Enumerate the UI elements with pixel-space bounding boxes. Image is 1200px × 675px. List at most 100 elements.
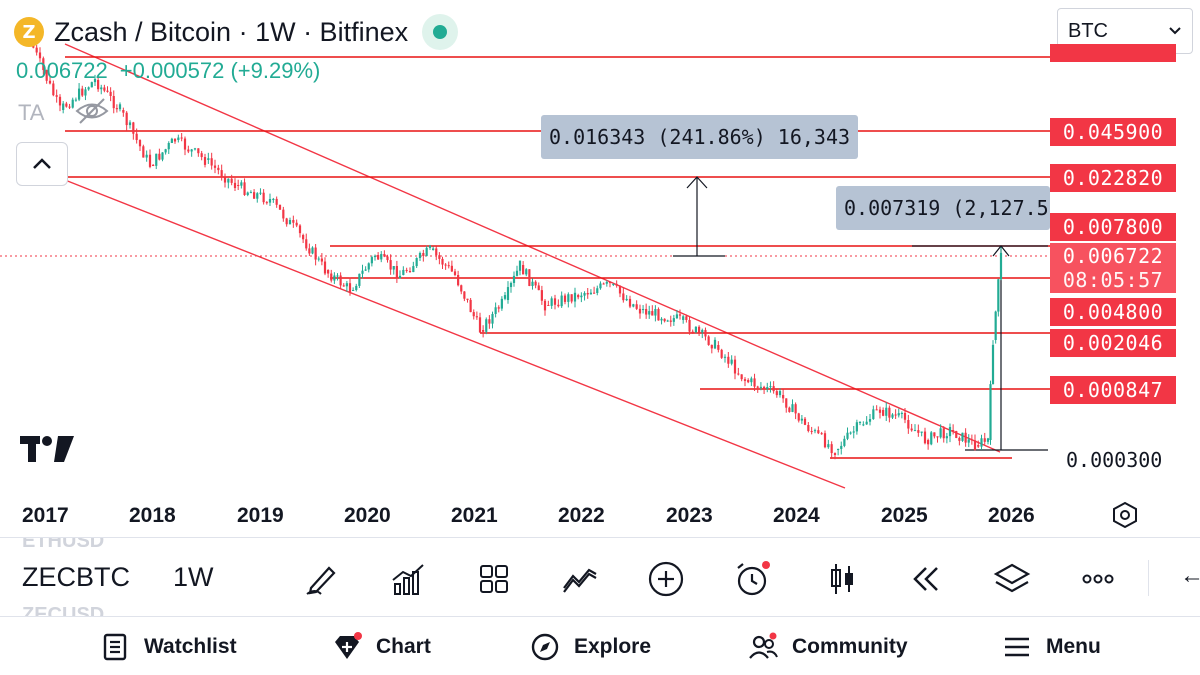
- candle-body: [506, 287, 510, 300]
- chart-type-button[interactable]: [822, 560, 862, 598]
- chart-title[interactable]: Zcash / Bitcoin · 1W · Bitfinex: [54, 16, 409, 47]
- candle-body: [265, 202, 268, 204]
- add-button[interactable]: [646, 560, 686, 598]
- nav-menu[interactable]: Menu: [1002, 630, 1101, 664]
- symbol-toolbar: ETHUSD ZECUSD ZECBTC 1W: [0, 537, 1200, 617]
- candle-body: [872, 409, 875, 420]
- candle-body: [907, 420, 910, 429]
- nav-menu-label: Menu: [1046, 635, 1101, 658]
- candle-body: [515, 270, 519, 276]
- candle-body: [917, 430, 920, 433]
- candle-body: [389, 260, 392, 270]
- chevron-down-icon: [1169, 27, 1181, 35]
- drawing-pen-button[interactable]: [302, 560, 342, 598]
- candle-body: [688, 319, 691, 332]
- add-icon: [648, 561, 684, 597]
- candle-body: [983, 438, 986, 442]
- candle-body: [602, 283, 605, 285]
- year-label: 2023: [666, 504, 713, 527]
- symbol-picker[interactable]: ZECBTC: [22, 562, 130, 592]
- candle-body: [740, 374, 743, 380]
- candle-body: [392, 266, 395, 270]
- candle-body: [843, 438, 846, 446]
- chart-settings-icon[interactable]: [1110, 500, 1140, 530]
- scroll-ghost-symbol-below: ZECUSD: [22, 604, 105, 617]
- candle-body: [405, 269, 408, 272]
- candle-body: [398, 275, 402, 279]
- interval-picker[interactable]: 1W: [173, 562, 214, 592]
- candle-body: [93, 78, 97, 83]
- candle-body: [152, 165, 155, 166]
- candle-body: [888, 407, 891, 418]
- candle-body: [193, 148, 197, 150]
- candle-body: [862, 424, 865, 426]
- patterns-button[interactable]: [560, 560, 600, 598]
- candle-body: [772, 386, 775, 392]
- price-tag-0048: 0.004800: [1050, 298, 1176, 326]
- candle-body: [370, 257, 373, 264]
- technical-analysis-label[interactable]: TA: [18, 100, 45, 125]
- market-status-icon[interactable]: [422, 14, 459, 50]
- candle-body: [145, 154, 148, 158]
- candle-body: [641, 309, 645, 311]
- candle-body: [615, 283, 618, 286]
- nav-community[interactable]: Community: [748, 630, 908, 664]
- candle-body: [223, 177, 227, 183]
- candle-body: [87, 87, 90, 90]
- candle-body: [292, 220, 295, 223]
- candle-body: [311, 247, 314, 254]
- nav-chart[interactable]: Chart: [332, 630, 431, 664]
- candle-body: [65, 103, 68, 107]
- measure-label-1[interactable]: 0.016343 (241.86%) 16,343: [541, 115, 858, 159]
- nav-explore[interactable]: Explore: [530, 630, 651, 664]
- candle-body: [200, 153, 203, 158]
- candle-body: [612, 283, 615, 285]
- candle-body: [675, 314, 679, 319]
- candle-body: [923, 431, 927, 444]
- candle-body: [438, 255, 441, 259]
- candle-body: [573, 292, 577, 302]
- candle-body: [697, 326, 701, 333]
- candle-body: [782, 395, 785, 399]
- candle-body: [503, 295, 507, 299]
- candle-body: [547, 305, 550, 306]
- indicators-button[interactable]: [388, 560, 428, 598]
- hide-eye-icon[interactable]: [74, 96, 110, 126]
- candle-body: [933, 432, 936, 437]
- candle-body: [109, 91, 112, 96]
- candle-body: [115, 108, 118, 110]
- measure-label-2[interactable]: 0.007319 (2,127.59: [836, 186, 1050, 230]
- replay-icon: [913, 567, 938, 591]
- candle-body: [164, 149, 167, 153]
- candle-body: [769, 386, 772, 388]
- candle-body: [580, 295, 583, 298]
- candle-body: [132, 122, 135, 134]
- candle-body: [155, 153, 158, 166]
- tradingview-logo[interactable]: [20, 434, 76, 464]
- candle-body: [852, 431, 855, 433]
- candle-body: [645, 309, 648, 315]
- alert-button[interactable]: [732, 560, 772, 598]
- candle-body: [282, 209, 285, 219]
- candle-body: [651, 311, 654, 316]
- candle-body: [170, 138, 173, 144]
- nav-watchlist[interactable]: Watchlist: [100, 630, 237, 664]
- candle-body: [52, 83, 55, 96]
- candle-body: [233, 182, 237, 189]
- templates-button[interactable]: [474, 560, 514, 598]
- time-axis[interactable]: 2017 2018 2019 2020 2021 2022 2023 2024 …: [0, 500, 1200, 534]
- collapse-legend-button[interactable]: [16, 142, 68, 186]
- more-button[interactable]: [1078, 560, 1118, 598]
- candle-body: [177, 137, 180, 140]
- candle-body: [355, 285, 358, 290]
- channel-upper-line: [64, 43, 1001, 453]
- layers-button[interactable]: [992, 560, 1032, 598]
- price-chart[interactable]: [0, 0, 1200, 535]
- candle-body: [570, 294, 573, 302]
- candle-body: [759, 386, 763, 388]
- replay-button[interactable]: [906, 560, 946, 598]
- candle-body: [560, 295, 563, 307]
- candle-body: [894, 414, 897, 416]
- arrow-left-icon[interactable]: ←: [1180, 562, 1200, 590]
